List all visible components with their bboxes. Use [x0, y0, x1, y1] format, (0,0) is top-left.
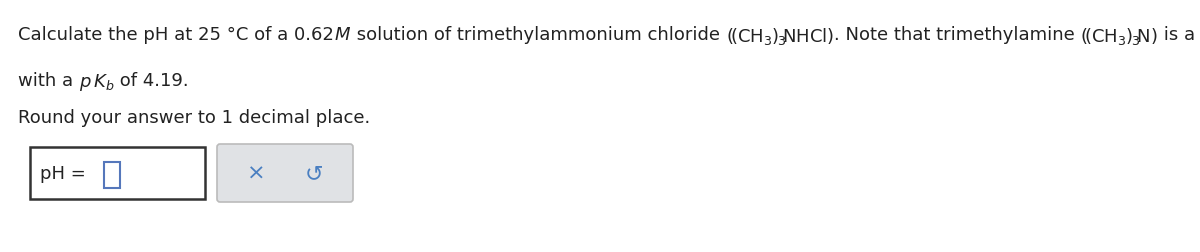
Text: solution of trimethylammonium chloride: solution of trimethylammonium chloride [350, 26, 726, 44]
Text: Round your answer to 1 decimal place.: Round your answer to 1 decimal place. [18, 109, 371, 127]
Text: ↺: ↺ [305, 163, 323, 183]
Text: . Note that trimethylamine: . Note that trimethylamine [834, 26, 1080, 44]
Text: with a: with a [18, 72, 79, 90]
FancyBboxPatch shape [217, 144, 353, 202]
Text: $p\,K_b$: $p\,K_b$ [79, 72, 114, 93]
Bar [30, 147, 205, 199]
Text: $\left(\!\left(\mathrm{CH_3}\right)_{\!3}\!\mathrm{N}\right)$: $\left(\!\left(\mathrm{CH_3}\right)_{\!3… [1080, 26, 1158, 47]
Text: pH =: pH = [40, 164, 91, 182]
Text: ×: × [247, 163, 265, 183]
Text: $M$: $M$ [334, 26, 350, 44]
Bar [104, 162, 120, 188]
Text: is a weak base: is a weak base [1158, 26, 1200, 44]
Text: Calculate the pH at 25 °C of a 0.62: Calculate the pH at 25 °C of a 0.62 [18, 26, 334, 44]
Text: of 4.19.: of 4.19. [114, 72, 190, 90]
Text: $\left(\!\left(\mathrm{CH_3}\right)_{\!3}\!\mathrm{NHCl}\right)$: $\left(\!\left(\mathrm{CH_3}\right)_{\!3… [726, 26, 834, 47]
